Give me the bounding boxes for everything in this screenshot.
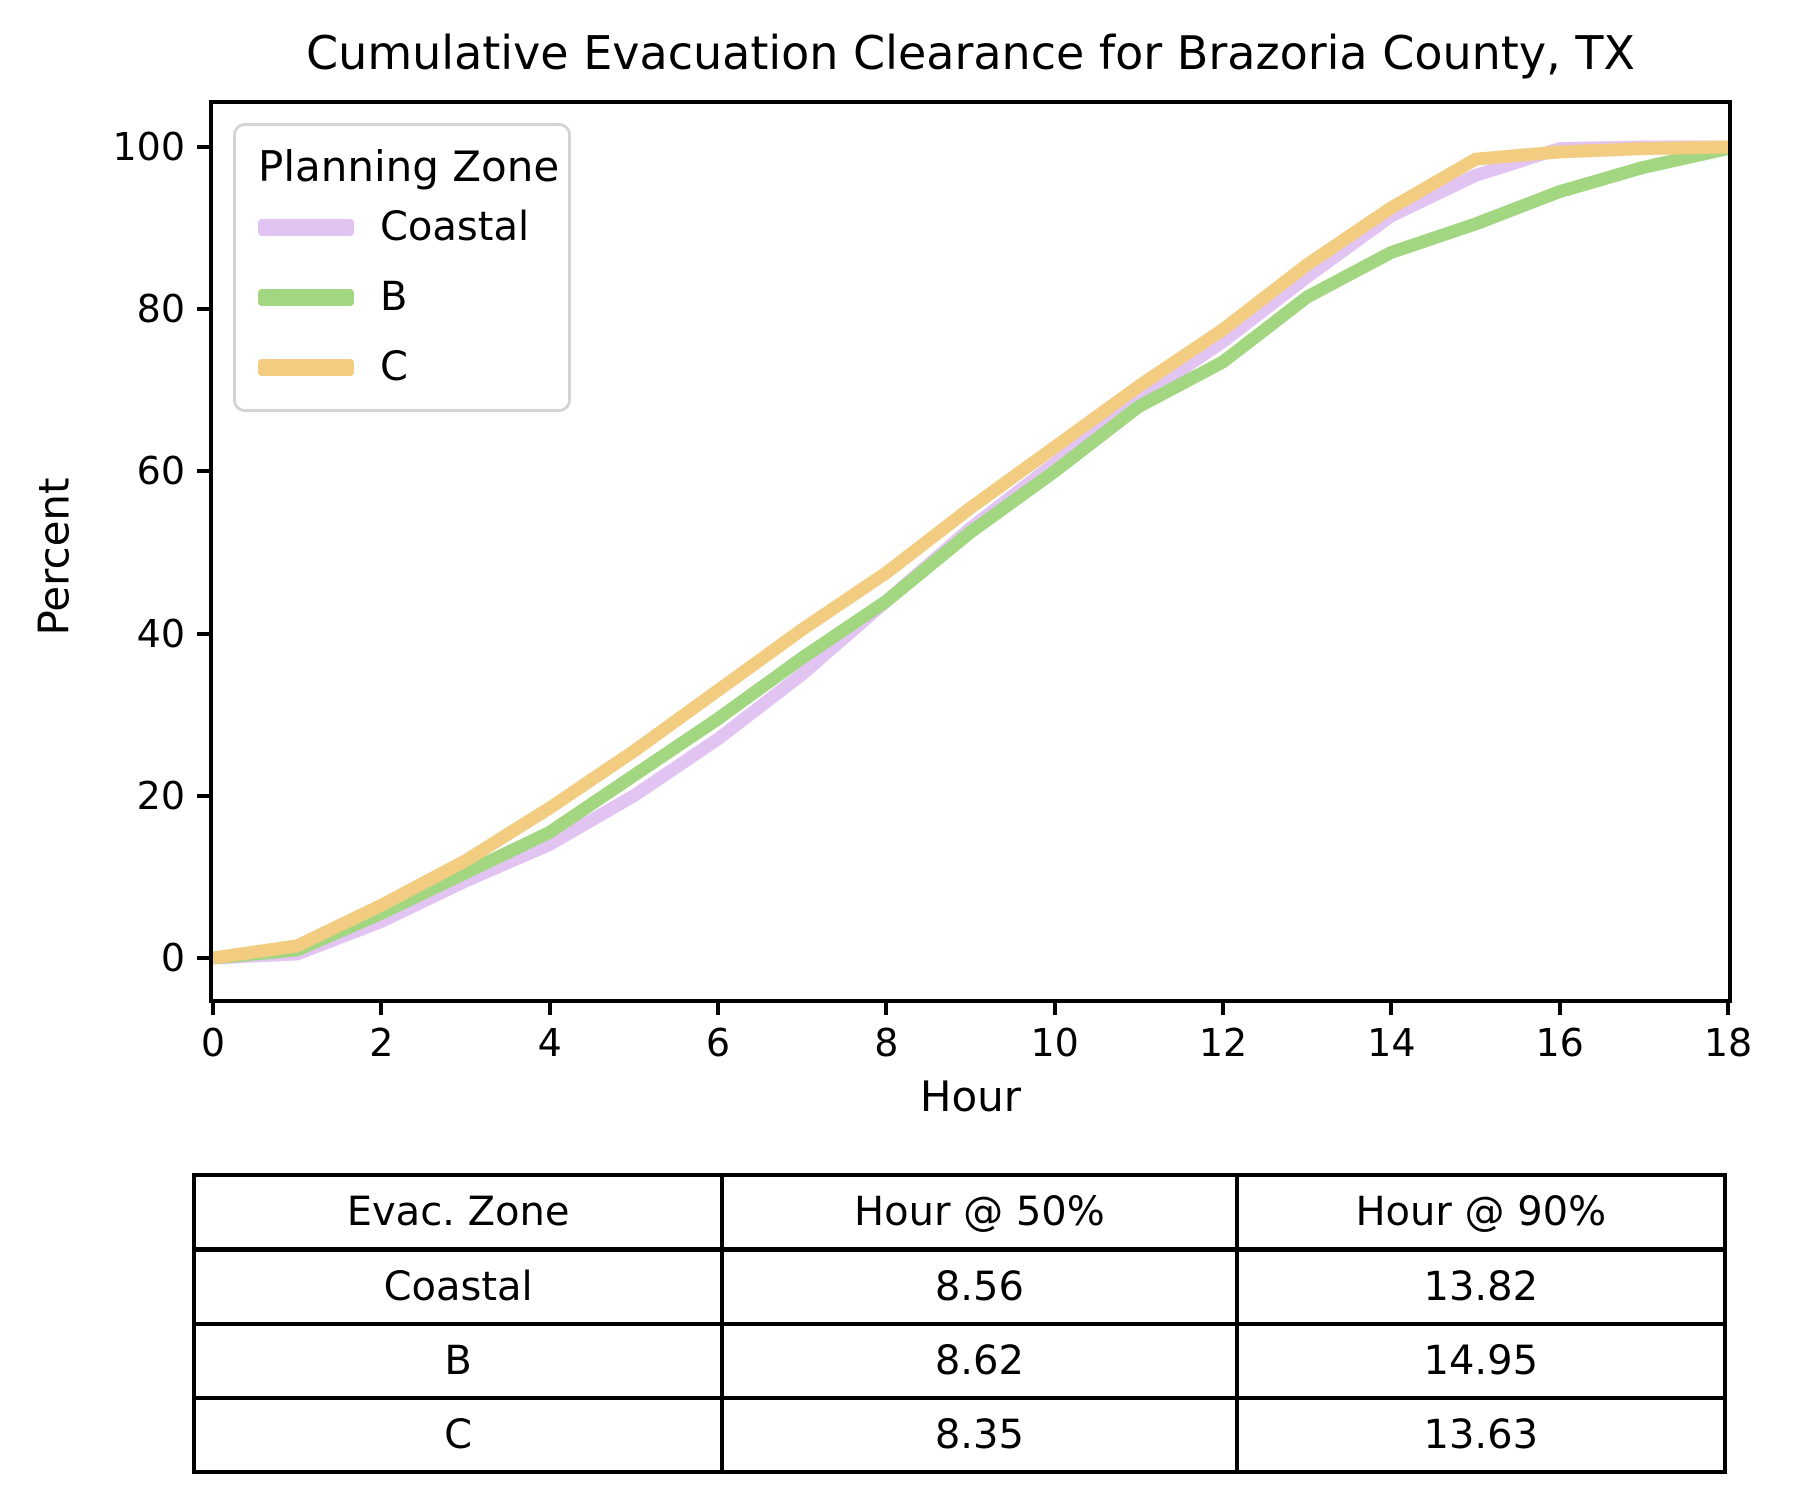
y-tick <box>197 145 213 149</box>
y-tick <box>197 956 213 960</box>
series-line-b <box>213 142 1728 965</box>
y-tick-label: 100 <box>112 125 185 169</box>
legend-entry-c: C <box>258 345 568 389</box>
legend-entry-b: B <box>258 275 568 319</box>
table-row: Coastal 8.56 13.82 <box>191 1247 1728 1326</box>
clearance-summary-table: Evac. Zone Hour @ 50% Hour @ 90% Coastal 8.… <box>191 1173 1728 1474</box>
x-tick <box>211 999 215 1015</box>
x-tick-label: 14 <box>1367 1021 1416 1065</box>
plot-area <box>209 100 1732 1003</box>
x-tick-label: 18 <box>1703 1021 1753 1065</box>
table-cell: 14.95 <box>1234 1322 1728 1400</box>
table-cell: 8.62 <box>720 1322 1239 1400</box>
x-tick-label: 8 <box>874 1021 899 1065</box>
y-tick <box>197 469 213 474</box>
series-line-c <box>213 140 1728 965</box>
y-tick-label: 20 <box>136 773 185 818</box>
legend-swatch-b <box>258 288 354 306</box>
x-tick-label: 6 <box>705 1021 731 1065</box>
x-tick-label: 10 <box>1030 1021 1079 1065</box>
table-cell: Coastal <box>191 1247 725 1326</box>
table-header-cell: Hour @ 90% <box>1234 1173 1728 1252</box>
x-tick-label: 16 <box>1535 1021 1584 1065</box>
x-tick <box>1389 999 1394 1015</box>
y-tick-label: 0 <box>160 936 185 980</box>
table-header-cell: Evac. Zone <box>191 1173 725 1252</box>
x-tick-label: 4 <box>537 1021 562 1065</box>
x-tick-label: 12 <box>1198 1021 1248 1065</box>
table-body: Coastal 8.56 13.82 B 8.62 14.95 C 8.35 13.63 <box>191 1247 1728 1474</box>
x-tick <box>1726 999 1730 1015</box>
table-row: B 8.62 14.95 <box>191 1322 1728 1400</box>
x-tick-label: 0 <box>200 1021 226 1065</box>
y-tick-label: 80 <box>136 287 185 332</box>
x-tick-label: 2 <box>369 1021 394 1065</box>
x-tick <box>1557 999 1562 1015</box>
legend-entry-label: B <box>380 274 408 320</box>
table-row: C 8.35 13.63 <box>191 1396 1728 1474</box>
legend-title: Planning Zone <box>258 142 560 191</box>
y-tick <box>197 307 213 312</box>
legend-entry-label: Coastal <box>380 204 530 250</box>
y-tick <box>197 631 213 636</box>
table-cell: B <box>191 1322 725 1400</box>
table-header-row: Evac. Zone Hour @ 50% Hour @ 90% <box>191 1173 1728 1252</box>
table-cell: C <box>191 1396 725 1474</box>
legend-swatch-c <box>258 358 354 376</box>
x-tick <box>1052 999 1057 1015</box>
x-axis-label: Hour <box>919 1072 1022 1121</box>
table-cell: 8.35 <box>720 1396 1239 1474</box>
table-cell: 13.82 <box>1234 1247 1728 1326</box>
line-series-canvas <box>213 140 1728 965</box>
x-tick <box>716 999 720 1015</box>
table-cell: 13.63 <box>1234 1396 1728 1474</box>
y-tick-label: 40 <box>136 611 185 656</box>
y-tick <box>197 793 213 798</box>
x-tick <box>547 999 552 1015</box>
x-tick <box>1221 999 1225 1015</box>
legend-swatch-coastal <box>258 218 354 236</box>
legend-entries: Coastal B C <box>236 205 568 389</box>
table-cell: 8.56 <box>720 1247 1239 1326</box>
legend-entry-label: C <box>380 344 408 390</box>
y-tick-label: 60 <box>136 449 185 494</box>
legend: Planning Zone Coastal B C <box>233 123 571 412</box>
x-tick <box>379 999 384 1015</box>
table-header-cell: Hour @ 50% <box>720 1173 1239 1252</box>
x-tick <box>884 999 889 1015</box>
chart-title: Cumulative Evacuation Clearance for Braz… <box>306 26 1635 80</box>
legend-entry-coastal: Coastal <box>258 205 568 249</box>
